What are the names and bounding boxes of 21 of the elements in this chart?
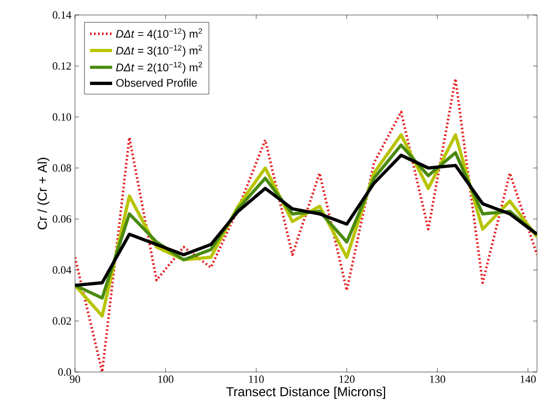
legend-label: DΔt = 4(10$^{−12}$) m$^{2}$	[116, 28, 202, 40]
y-tick-label: 0.14	[52, 11, 72, 19]
line-series	[75, 78, 538, 372]
x-tick-label: 120	[340, 376, 355, 383]
x-tick-label: 100	[158, 376, 174, 383]
y-tick-label: 0.08	[52, 164, 72, 172]
legend-label: DΔt = 3(10$^{−12}$) m$^{2}$	[116, 45, 202, 57]
legend-label: Observed Profile	[116, 78, 197, 87]
y-tick-label: 0.06	[52, 215, 72, 223]
x-tick-label: 90	[70, 376, 80, 383]
x-axis-title: Transect Distance [Microns]	[226, 386, 386, 399]
x-tick-label: 140	[520, 376, 536, 383]
x-tick-label: 130	[430, 376, 446, 383]
y-tick-label: 0.0	[58, 368, 72, 376]
y-tick-label: 0.04	[52, 266, 72, 274]
legend-label: DΔt = 2(10$^{−12}$) m$^{2}$	[116, 62, 202, 74]
x-tick-label: 110	[249, 376, 264, 383]
y-axis-title: Cr / (Cr + Al)	[37, 158, 50, 230]
y-tick-label: 0.02	[52, 317, 71, 325]
y-tick-label: 0.12	[52, 62, 71, 70]
y-tick-label: 0.10	[52, 113, 72, 121]
